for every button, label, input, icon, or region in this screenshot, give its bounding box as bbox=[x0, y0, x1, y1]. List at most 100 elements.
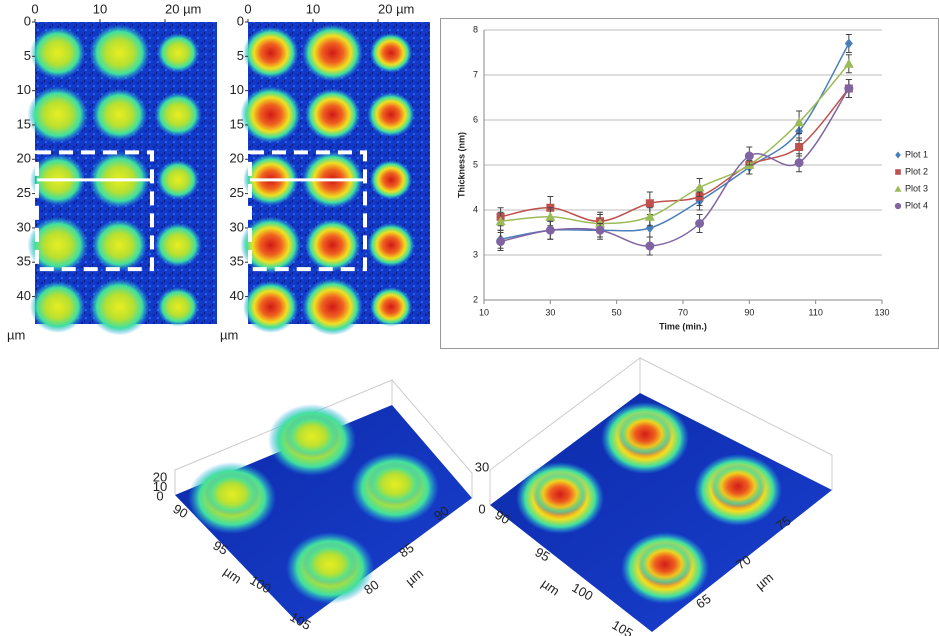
surface-peak bbox=[710, 464, 766, 508]
y-tick-label: 40 bbox=[17, 288, 31, 303]
x-tick-label: 10 bbox=[306, 1, 320, 16]
y-tick-label: 15 bbox=[17, 116, 31, 131]
spot bbox=[302, 24, 363, 81]
spot bbox=[89, 278, 150, 335]
spot bbox=[157, 33, 199, 73]
data-point bbox=[695, 183, 705, 192]
surface-peak bbox=[204, 472, 260, 516]
data-point bbox=[546, 226, 555, 235]
legend-marker bbox=[895, 169, 901, 175]
surface-peak bbox=[302, 542, 358, 586]
y-tick-label: 3 bbox=[473, 249, 478, 259]
data-point bbox=[795, 143, 803, 151]
y-tick-label: 10 bbox=[17, 82, 31, 97]
y-axis-label: µm bbox=[402, 566, 426, 589]
legend-label: Plot 3 bbox=[905, 183, 928, 193]
spot bbox=[92, 219, 147, 271]
unit-label: µm bbox=[220, 327, 238, 342]
x-tick-label: 10 bbox=[93, 1, 107, 16]
data-point bbox=[844, 84, 853, 93]
y-tick-label: 7 bbox=[473, 69, 478, 79]
spot bbox=[367, 92, 415, 137]
y-tick-label: 35 bbox=[17, 254, 31, 269]
data-point bbox=[596, 226, 605, 235]
y-tick-label: 5 bbox=[473, 159, 478, 169]
z-tick-label: 30 bbox=[475, 459, 489, 474]
y-tick-label: 15 bbox=[230, 116, 244, 131]
y-tick-label: 5 bbox=[24, 48, 31, 63]
y-tick-label: 20 bbox=[230, 151, 244, 166]
spot bbox=[370, 160, 412, 200]
spot bbox=[305, 219, 360, 271]
z-tick-label: 0 bbox=[478, 501, 485, 516]
y-tick-label: 2 bbox=[473, 294, 478, 304]
spot bbox=[154, 223, 202, 268]
x-tick-label: 105 bbox=[609, 617, 635, 636]
spot bbox=[370, 33, 412, 73]
spot bbox=[240, 86, 301, 143]
y-tick-label: 0 bbox=[24, 13, 31, 28]
trend-line bbox=[501, 89, 849, 247]
y-tick-label: 25 bbox=[17, 185, 31, 200]
x-tick-label: 110 bbox=[808, 307, 822, 317]
surface-peak bbox=[637, 542, 693, 586]
x-tick-label: 50 bbox=[612, 307, 622, 317]
x-tick-label: 0 bbox=[244, 1, 251, 16]
surface-peak bbox=[532, 472, 588, 516]
x-tick-label: 10 bbox=[479, 307, 489, 317]
surface-peak bbox=[617, 412, 673, 456]
surface-peak bbox=[284, 414, 340, 458]
spot bbox=[27, 217, 88, 274]
legend-marker bbox=[895, 152, 901, 159]
data-point bbox=[496, 237, 505, 246]
surface-peak bbox=[367, 462, 423, 506]
spot bbox=[305, 89, 360, 141]
x-tick-label: 0 bbox=[31, 1, 38, 16]
spot bbox=[154, 92, 202, 137]
y-tick-label: 30 bbox=[230, 219, 244, 234]
x-tick-label: 30 bbox=[545, 307, 555, 317]
x-tick-label: 90 bbox=[744, 307, 754, 317]
data-point bbox=[844, 59, 854, 68]
y-tick-label: 5 bbox=[237, 48, 244, 63]
y-tick-label: 10 bbox=[230, 82, 244, 97]
y-tick-label: 8 bbox=[473, 24, 478, 34]
spot bbox=[243, 27, 298, 79]
spot bbox=[243, 281, 298, 333]
data-point bbox=[795, 158, 804, 167]
trend-line bbox=[501, 89, 849, 222]
spot bbox=[92, 89, 147, 141]
spot bbox=[30, 27, 85, 79]
x-tick-label: 130 bbox=[874, 307, 889, 317]
y-axis-label: µm bbox=[752, 570, 776, 593]
x-tick-label: 70 bbox=[678, 307, 688, 317]
y-tick-label: 30 bbox=[17, 219, 31, 234]
legend-marker bbox=[895, 203, 901, 209]
chart-frame bbox=[441, 19, 939, 349]
spot bbox=[89, 24, 150, 81]
y-tick-label: 6 bbox=[473, 114, 478, 124]
x-tick-label: 20 µm bbox=[378, 1, 414, 16]
data-point bbox=[845, 39, 853, 49]
spot bbox=[367, 223, 415, 268]
x-axis-label: µm bbox=[539, 576, 563, 599]
data-point bbox=[646, 199, 654, 207]
data-point bbox=[745, 152, 754, 161]
legend-label: Plot 2 bbox=[905, 166, 928, 176]
x-axis-label: µm bbox=[221, 564, 245, 587]
x-tick-label: 20 µm bbox=[165, 1, 201, 16]
spot bbox=[157, 160, 199, 200]
data-point bbox=[645, 242, 654, 251]
legend-marker bbox=[895, 186, 902, 192]
data-point bbox=[645, 212, 655, 221]
spot bbox=[157, 287, 199, 327]
unit-label: µm bbox=[7, 327, 25, 342]
y-tick-label: 4 bbox=[473, 204, 478, 214]
y-tick-label: 0 bbox=[237, 13, 244, 28]
spot bbox=[302, 278, 363, 335]
y-tick-label: 35 bbox=[230, 254, 244, 269]
x-axis-label: Time (min.) bbox=[659, 321, 707, 331]
legend-label: Plot 1 bbox=[905, 149, 928, 159]
y-tick-label: 20 bbox=[17, 151, 31, 166]
y-axis-label: Thickness (nm) bbox=[456, 132, 466, 198]
